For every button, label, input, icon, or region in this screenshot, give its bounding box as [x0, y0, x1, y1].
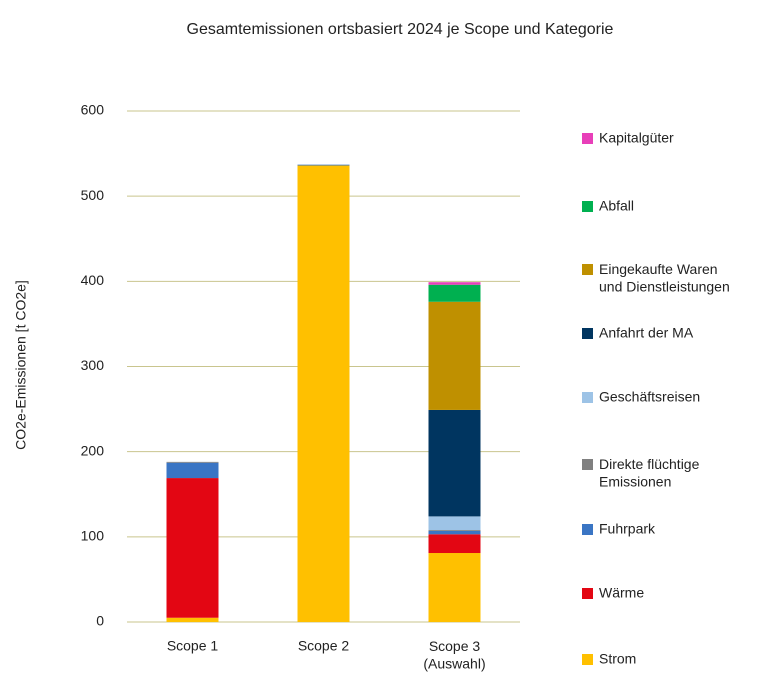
bar-segment: [428, 282, 481, 285]
x-tick-label: Scope 1: [167, 638, 219, 654]
bar-segment: [166, 462, 219, 479]
legend-label: Kapitalgüter: [599, 130, 674, 146]
y-tick-label: 500: [81, 187, 105, 203]
bar-segment: [297, 164, 350, 166]
legend-swatch: [582, 133, 593, 144]
bar-segment: [428, 530, 481, 531]
y-tick-label: 200: [81, 442, 105, 458]
bar-segment: [428, 516, 481, 531]
chart-title: Gesamtemissionen ortsbasiert 2024 je Sco…: [187, 21, 614, 38]
bar-segment: [166, 461, 219, 463]
y-tick-label: 600: [81, 102, 105, 118]
y-tick-label: 0: [96, 613, 104, 629]
legend-label: Abfall: [599, 198, 634, 214]
bar-segment: [428, 534, 481, 554]
legend-label: Direkte flüchtige Emissionen: [599, 456, 700, 490]
y-tick-label: 400: [81, 272, 105, 288]
legend-swatch: [582, 588, 593, 599]
legend-swatch: [582, 524, 593, 535]
y-tick-label: 300: [81, 357, 105, 373]
y-tick-label: 100: [81, 528, 105, 544]
legend-label: Eingekaufte Waren und Dienstleistungen: [599, 261, 730, 295]
legend-swatch: [582, 328, 593, 339]
legend-swatch: [582, 201, 593, 212]
legend-label: Fuhrpark: [599, 521, 656, 537]
legend-label: Strom: [599, 651, 636, 667]
bar-segment: [166, 478, 219, 618]
legend-label: Anfahrt der MA: [599, 325, 694, 341]
x-tick-label: Scope 3 (Auswahl): [423, 638, 485, 672]
bar-segment: [428, 553, 481, 622]
bar-segment: [428, 530, 481, 535]
legend-swatch: [582, 654, 593, 665]
bar-segment: [428, 301, 481, 410]
legend-label: Geschäftsreisen: [599, 389, 700, 405]
bar-segment: [166, 617, 219, 622]
legend-swatch: [582, 459, 593, 470]
y-axis-label: CO2e-Emissionen [t CO2e]: [13, 280, 29, 450]
legend-swatch: [582, 392, 593, 403]
legend-swatch: [582, 264, 593, 275]
legend-label: Wärme: [599, 585, 644, 601]
x-tick-label: Scope 2: [298, 638, 350, 654]
bar-segment: [428, 409, 481, 517]
bar-segment: [428, 284, 481, 302]
bar-segment: [297, 165, 350, 623]
